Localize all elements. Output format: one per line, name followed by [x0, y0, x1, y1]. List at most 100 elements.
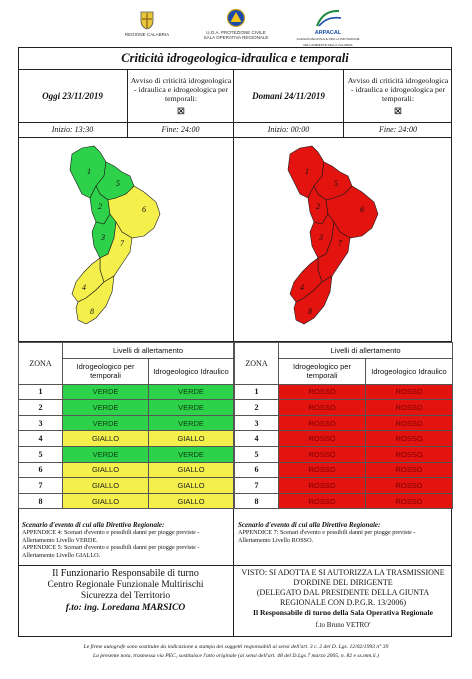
- tomorrow-col-idraulico-header: Idrogeologico Idraulico: [364, 357, 454, 385]
- tomorrow-scenario-heading: Scenario d'evento di cui alla Direttiva …: [238, 521, 381, 529]
- tomorrow-zone-label-1: 1: [305, 167, 309, 176]
- protezione-civile-emblem-icon: [226, 8, 246, 28]
- tomorrow-temporali-level-cell: ROSSO: [278, 492, 366, 510]
- today-zone-8-region: [75, 275, 115, 325]
- tomorrow-table-row: 8 ROSSO ROSSO: [234, 492, 454, 510]
- signature-center-divider: [233, 565, 234, 637]
- today-table-row: 6 GIALLO GIALLO: [18, 461, 235, 479]
- tomorrow-header: Domani 24/11/2019 Avviso di criticità id…: [234, 70, 452, 122]
- tomorrow-zone-label-5: 5: [334, 179, 338, 188]
- tomorrow-table-row: 5 ROSSO ROSSO: [234, 445, 454, 463]
- tomorrow-avviso-checkbox: ⊠: [393, 106, 403, 117]
- today-header: Oggi 23/11/2019 Avviso di criticità idro…: [18, 70, 233, 122]
- funzionario-line3: Sicurezza del Territorio: [80, 591, 171, 601]
- visto-line5: Il Responsabile di turno della Sala Oper…: [253, 608, 433, 617]
- today-zona-cell: 6: [18, 461, 63, 479]
- tomorrow-zona-header: ZONA: [234, 342, 279, 385]
- tomorrow-temporali-level-cell: ROSSO: [278, 383, 366, 401]
- tomorrow-livelli-header: Livelli di allertamento: [277, 342, 454, 359]
- tomorrow-zona-cell: 4: [234, 430, 279, 447]
- today-inizio: Inizio: 13:30: [18, 123, 128, 137]
- funzionario-block: Il Funzionario Responsabile di turno Cen…: [18, 568, 233, 614]
- footer: Le firme autografe sono sostituite da in…: [10, 643, 462, 661]
- today-zone-label-8: 8: [90, 307, 94, 316]
- tomorrow-zone-label-6: 6: [360, 205, 364, 214]
- regione-calabria-logo: REGIONE CALABRIA: [123, 10, 171, 37]
- tomorrow-zona-cell: 5: [234, 445, 279, 463]
- today-zona-cell: 8: [18, 492, 63, 510]
- today-alert-table: ZONA Livelli di allertamento Idrogeologi…: [18, 342, 235, 510]
- today-temporali-level-cell: VERDE: [62, 383, 149, 401]
- tomorrow-fine: Fine: 24:00: [379, 125, 417, 134]
- tomorrow-avviso-text: Avviso di criticità idrogeologica - idra…: [347, 76, 449, 103]
- tomorrow-zona-cell: 7: [234, 477, 279, 494]
- today-zona-header: ZONA: [18, 342, 63, 385]
- tomorrow-temporali-level-cell: ROSSO: [278, 461, 366, 479]
- visto-firma: f.to Bruno VETRO': [315, 621, 371, 629]
- tomorrow-table-row: 7 ROSSO ROSSO: [234, 477, 454, 494]
- tomorrow-idraulico-level-cell: ROSSO: [364, 461, 454, 479]
- footer-line2: La presente nota, trasmessa via PEC, sos…: [93, 653, 379, 659]
- tomorrow-zona-cell: 1: [234, 383, 279, 401]
- tomorrow-table-row: 4 ROSSO ROSSO: [234, 430, 454, 447]
- funzionario-line2: Centro Regionale Funzionale Multirischi: [47, 579, 204, 590]
- today-zone-label-6: 6: [142, 205, 146, 214]
- today-idraulico-level-cell: GIALLO: [147, 492, 235, 510]
- today-zone-label-4: 4: [82, 283, 86, 292]
- center-divider: [233, 70, 234, 565]
- tomorrow-scenario: Scenario d'evento di cui alla Direttiva …: [238, 521, 448, 544]
- tomorrow-date-label: Domani 24/11/2019: [234, 70, 344, 122]
- signature-divider: [18, 565, 452, 566]
- visto-line3: (DELEGATO DAL PRESIDENTE DELLA GIUNTA: [256, 588, 430, 597]
- today-livelli-header: Livelli di allertamento: [61, 342, 235, 359]
- today-idraulico-level-cell: VERDE: [147, 383, 235, 401]
- today-scenario-line1: APPENDICE 4: Scenari d'evento e possibil…: [22, 529, 200, 544]
- today-zone-label-5: 5: [116, 179, 120, 188]
- today-calabria-map: 1 5 2 6 3 7 4 8: [69, 145, 161, 325]
- tomorrow-idraulico-level-cell: ROSSO: [364, 430, 454, 447]
- tomorrow-temporali-level-cell: ROSSO: [278, 477, 366, 494]
- today-col-temporali-header: Idrogeologico per temporali: [62, 357, 149, 385]
- tomorrow-table-row: 3 ROSSO ROSSO: [234, 414, 454, 432]
- tomorrow-idraulico-level-cell: ROSSO: [364, 399, 454, 416]
- visto-line1: VISTO: SI ADOTTA E SI AUTORIZZA LA TRASM…: [241, 568, 445, 577]
- tomorrow-zone-label-4: 4: [300, 283, 304, 292]
- tomorrow-table-row: 2 ROSSO ROSSO: [234, 399, 454, 416]
- tomorrow-temporali-level-cell: ROSSO: [278, 430, 366, 447]
- tomorrow-zone-label-3: 3: [318, 233, 323, 242]
- tomorrow-zona-cell: 6: [234, 461, 279, 479]
- today-zone-label-3: 3: [100, 233, 105, 242]
- today-date-label: Oggi 23/11/2019: [18, 70, 128, 122]
- today-table-row: 7 GIALLO GIALLO: [18, 477, 235, 494]
- today-idraulico-level-cell: VERDE: [147, 414, 235, 432]
- regione-calabria-emblem-icon: [140, 11, 154, 30]
- today-idraulico-level-cell: GIALLO: [147, 461, 235, 479]
- protezione-civile-logo: U.O.A. PROTEZIONE CIVILE SALA OPERATIVA …: [200, 8, 272, 40]
- today-zona-cell: 1: [18, 383, 63, 401]
- today-zona-cell: 5: [18, 445, 63, 463]
- today-scenario-heading: Scenario d'evento di cui alla Direttiva …: [22, 521, 165, 529]
- tomorrow-inizio: Inizio: 00:00: [234, 123, 344, 137]
- today-idraulico-level-cell: GIALLO: [147, 477, 235, 494]
- tomorrow-zone-label-7: 7: [338, 239, 343, 248]
- today-zone-label-1: 1: [87, 167, 91, 176]
- bulletin-frame: [18, 47, 452, 637]
- tomorrow-col-temporali-header: Idrogeologico per temporali: [278, 357, 366, 385]
- footer-line1: Le firme autografe sono sostituite da in…: [83, 644, 389, 650]
- header-divider: [18, 122, 452, 123]
- tomorrow-zone-8-region: [293, 275, 333, 325]
- tomorrow-temporali-level-cell: ROSSO: [278, 445, 366, 463]
- tomorrow-temporali-level-cell: ROSSO: [278, 414, 366, 432]
- today-temporali-level-cell: VERDE: [62, 445, 149, 463]
- funzionario-line1: Il Funzionario Responsabile di turno: [52, 568, 199, 579]
- today-zona-cell: 3: [18, 414, 63, 432]
- tomorrow-zone-label-8: 8: [308, 307, 312, 316]
- today-table-row: 4 GIALLO GIALLO: [18, 430, 235, 447]
- today-avviso-text: Avviso di criticità idrogeologica - idra…: [130, 76, 232, 103]
- arpacal-emblem-icon: [316, 9, 342, 27]
- tomorrow-alert-table: ZONA Livelli di allertamento Idrogeologi…: [234, 342, 454, 510]
- visto-line4: REGIONALE CON D.P.G.R. 13/2006): [280, 598, 406, 607]
- today-temporali-level-cell: GIALLO: [62, 492, 149, 510]
- tomorrow-table-row: 6 ROSSO ROSSO: [234, 461, 454, 479]
- tomorrow-calabria-map: 1 5 2 6 3 7 4 8: [287, 145, 379, 325]
